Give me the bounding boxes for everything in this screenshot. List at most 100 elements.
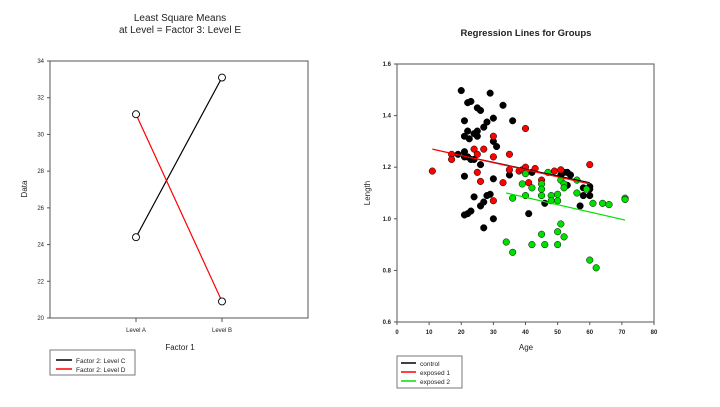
lsm-title: Least Square Means xyxy=(134,13,226,24)
legend-label-control: control xyxy=(420,361,440,368)
reg-point xyxy=(509,248,517,256)
reg-point xyxy=(528,241,536,249)
lsm-series-line xyxy=(135,113,223,302)
reg-point xyxy=(554,197,562,205)
reg-point xyxy=(582,185,591,193)
reg-point xyxy=(509,117,517,125)
reg-point xyxy=(476,106,485,114)
reg-point xyxy=(566,171,575,179)
reg-point xyxy=(525,210,533,218)
lsm-series-line xyxy=(135,77,223,238)
reg-point xyxy=(560,233,568,241)
reg-point xyxy=(473,150,481,158)
reg-ytick-label: 0.6 xyxy=(383,320,392,326)
reg-point xyxy=(473,168,481,176)
reg-point xyxy=(489,132,497,140)
reg-point xyxy=(489,175,497,183)
reg-regression-line xyxy=(506,192,626,221)
reg-point xyxy=(489,215,497,223)
reg-point xyxy=(538,230,546,238)
reg-point xyxy=(480,145,488,153)
reg-point xyxy=(499,101,507,109)
reg-point xyxy=(605,201,613,209)
reg-xtick-label: 60 xyxy=(586,330,593,336)
reg-point xyxy=(476,161,485,169)
reg-point xyxy=(592,264,600,272)
reg-point xyxy=(509,194,517,202)
reg-point xyxy=(521,124,530,133)
reg-point xyxy=(473,132,481,140)
reg-point xyxy=(576,202,584,210)
reg-point xyxy=(528,184,536,192)
reg-xtick-label: 40 xyxy=(522,330,529,336)
reg-point xyxy=(486,190,494,198)
reg-point xyxy=(579,192,587,200)
reg-ytick-label: 1.0 xyxy=(383,217,392,223)
reg-point xyxy=(460,117,469,125)
reg-ytick-label: 1.6 xyxy=(383,62,392,68)
reg-point xyxy=(448,155,456,164)
reg-point xyxy=(586,161,594,169)
reg-point xyxy=(541,241,549,249)
lsm-ytick-label: 22 xyxy=(37,279,44,285)
reg-point xyxy=(457,87,465,95)
reg-point xyxy=(521,170,530,178)
legend-label-level-d: Factor 2: Level D xyxy=(76,367,126,374)
reg-point xyxy=(557,220,565,228)
lsm-xtick-label: Level B xyxy=(212,328,232,334)
lsm-point-marker xyxy=(132,233,140,242)
lsm-xtick-label: Level A xyxy=(126,328,146,334)
lsm-point-marker xyxy=(218,73,226,82)
lsm-subtitle: at Level = Factor 3: Level E xyxy=(119,25,241,36)
reg-point xyxy=(560,184,568,192)
lsm-ylabel: Data xyxy=(20,180,29,197)
lsm-ytick-label: 34 xyxy=(37,59,44,65)
lsm-ytick-label: 28 xyxy=(37,169,44,175)
lsm-ytick-label: 32 xyxy=(37,96,44,102)
reg-point xyxy=(589,199,597,207)
reg-point xyxy=(464,127,472,135)
lsm-plot-area xyxy=(49,60,309,319)
reg-point xyxy=(489,197,497,205)
reg-point xyxy=(554,228,562,236)
reg-point xyxy=(505,150,513,158)
lsm-point-marker xyxy=(132,110,140,119)
reg-point xyxy=(476,202,485,210)
lsm-legend: Factor 2: Level C Factor 2: Level D xyxy=(49,349,136,376)
reg-point xyxy=(621,195,629,203)
reg-point xyxy=(518,180,526,188)
reg-point xyxy=(489,153,497,161)
regression-chart: Regression Lines for Groups 0.6 0.8 1.0 1.2… xyxy=(363,28,658,389)
lsm-chart: Least Square Means at Level = Factor 3: … xyxy=(20,13,309,376)
reg-point xyxy=(467,97,475,105)
reg-title: Regression Lines for Groups xyxy=(461,28,592,39)
reg-point xyxy=(480,123,488,131)
reg-point xyxy=(428,167,436,175)
legend-label-level-c: Factor 2: Level C xyxy=(76,358,126,365)
reg-point xyxy=(554,190,562,198)
reg-point xyxy=(554,241,562,249)
reg-point xyxy=(460,211,469,219)
reg-point xyxy=(476,177,485,185)
reg-xtick-label: 10 xyxy=(426,330,433,336)
lsm-ytick-label: 26 xyxy=(37,206,44,212)
reg-xtick-label: 80 xyxy=(651,330,658,336)
reg-point xyxy=(557,166,565,174)
legend-label-exposed-2: exposed 2 xyxy=(420,379,450,386)
lsm-ytick-label: 30 xyxy=(37,132,44,138)
reg-xtick-label: 0 xyxy=(395,330,399,336)
reg-ytick-label: 1.4 xyxy=(383,114,392,120)
reg-point xyxy=(493,143,501,151)
reg-ytick-label: 0.8 xyxy=(383,268,392,274)
reg-xtick-label: 30 xyxy=(490,330,497,336)
lsm-xlabel: Factor 1 xyxy=(165,343,195,352)
lsm-point-marker xyxy=(218,297,226,306)
reg-regression-line xyxy=(432,148,590,185)
reg-point xyxy=(499,179,507,187)
reg-point xyxy=(586,192,594,200)
legend-label-exposed-1: exposed 1 xyxy=(420,370,450,377)
reg-point xyxy=(586,256,594,264)
reg-xtick-label: 50 xyxy=(554,330,561,336)
reg-point xyxy=(505,166,513,174)
reg-point xyxy=(489,114,497,122)
